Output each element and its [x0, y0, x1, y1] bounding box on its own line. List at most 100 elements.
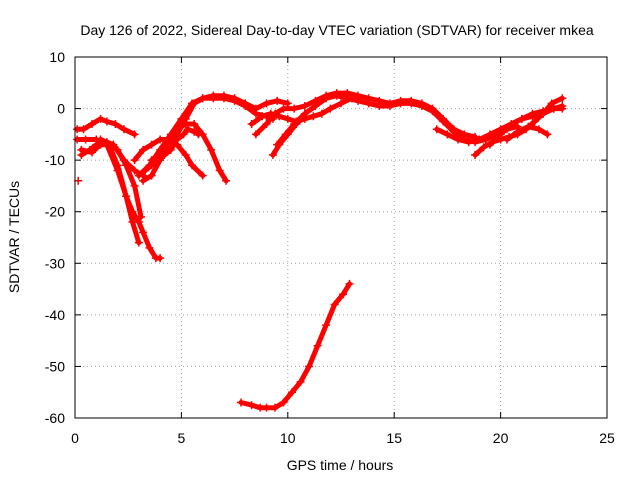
data-point [449, 127, 458, 136]
series-arc-n [247, 94, 356, 129]
data-point [73, 135, 82, 144]
x-tick-label: 5 [178, 430, 186, 446]
data-point [475, 135, 484, 144]
data-point [113, 161, 122, 170]
x-tick-label: 20 [493, 430, 509, 446]
data-point [547, 99, 556, 108]
data-point [190, 127, 199, 136]
data-point [251, 130, 260, 139]
data-point [530, 117, 539, 126]
data-point [479, 143, 488, 152]
data-point [230, 94, 239, 103]
data-point [247, 401, 256, 410]
series-trace [74, 116, 138, 137]
data-point [130, 130, 139, 139]
series-isolated [74, 176, 83, 185]
data-point [139, 176, 148, 185]
data-point [322, 321, 331, 330]
data-point [92, 140, 101, 149]
series-trace [487, 103, 565, 148]
data-point [279, 104, 288, 113]
data-point [128, 218, 137, 227]
data-point [432, 125, 441, 134]
data-point [275, 112, 284, 121]
data-point [507, 120, 516, 129]
data-point [139, 228, 148, 237]
data-point [198, 171, 207, 180]
data-point [209, 91, 218, 100]
data-point [496, 130, 505, 139]
series-trace [142, 126, 201, 173]
data-point [130, 156, 139, 165]
data-point [77, 150, 86, 159]
data-point [471, 150, 480, 159]
data-point [102, 117, 111, 126]
data-point [79, 125, 88, 134]
y-tick-labels: 10 0 -10 -20 -30 -40 -50 -60 [45, 49, 65, 426]
y-tick-label: 10 [49, 49, 65, 65]
data-point [528, 112, 537, 121]
x-tick-label: 10 [280, 430, 296, 446]
data-point [290, 104, 299, 113]
data-point [485, 130, 494, 139]
data-point [262, 403, 271, 412]
data-point [558, 94, 567, 103]
data-point [147, 140, 156, 149]
data-point [292, 120, 301, 129]
x-tick-labels: 0 5 10 15 20 25 [71, 430, 615, 446]
series-trace [238, 281, 352, 411]
data-point [215, 166, 224, 175]
data-point [375, 101, 384, 110]
data-point [300, 101, 309, 110]
data-point [109, 140, 118, 149]
data-point [130, 181, 139, 190]
data-point [262, 99, 271, 108]
data-point [309, 112, 318, 121]
data-point [443, 130, 452, 139]
data-point [85, 145, 94, 154]
y-tick-label: 0 [57, 101, 65, 117]
y-tick-label: -50 [45, 358, 65, 374]
data-point [160, 145, 169, 154]
data-point [347, 94, 356, 103]
data-point [396, 99, 405, 108]
data-point [454, 135, 463, 144]
data-point [190, 99, 199, 108]
data-point [322, 94, 331, 103]
data-point [354, 96, 363, 105]
series-arc-a [73, 114, 139, 139]
data-point [145, 161, 154, 170]
data-point [539, 109, 548, 118]
data-point [502, 135, 511, 144]
data-point [111, 120, 120, 129]
data-point [271, 403, 280, 412]
data-point [345, 279, 354, 288]
data-point [337, 99, 345, 108]
data-point [241, 99, 250, 108]
x-tick-label: 0 [71, 430, 79, 446]
data-point [130, 166, 139, 175]
data-point [181, 150, 190, 159]
data-point [279, 398, 288, 407]
data-point [300, 112, 309, 121]
data-point [173, 130, 182, 139]
data-point [288, 388, 297, 397]
series-arc-s [502, 122, 552, 144]
data-point [385, 101, 394, 110]
data-point [330, 300, 339, 309]
data-point [439, 117, 448, 126]
series-trace [149, 93, 291, 163]
data-point [247, 120, 256, 129]
data-point [311, 101, 320, 110]
data-point [283, 130, 292, 139]
chart-title: Day 126 of 2022, Sidereal Day-to-day VTE… [80, 22, 593, 38]
data-point [222, 176, 231, 185]
data-point [136, 212, 145, 221]
data-point [517, 114, 526, 123]
data-point [88, 120, 97, 129]
y-tick-label: -60 [45, 410, 65, 426]
data-point [485, 140, 494, 149]
x-tick-label: 15 [386, 430, 402, 446]
data-point [81, 135, 90, 144]
